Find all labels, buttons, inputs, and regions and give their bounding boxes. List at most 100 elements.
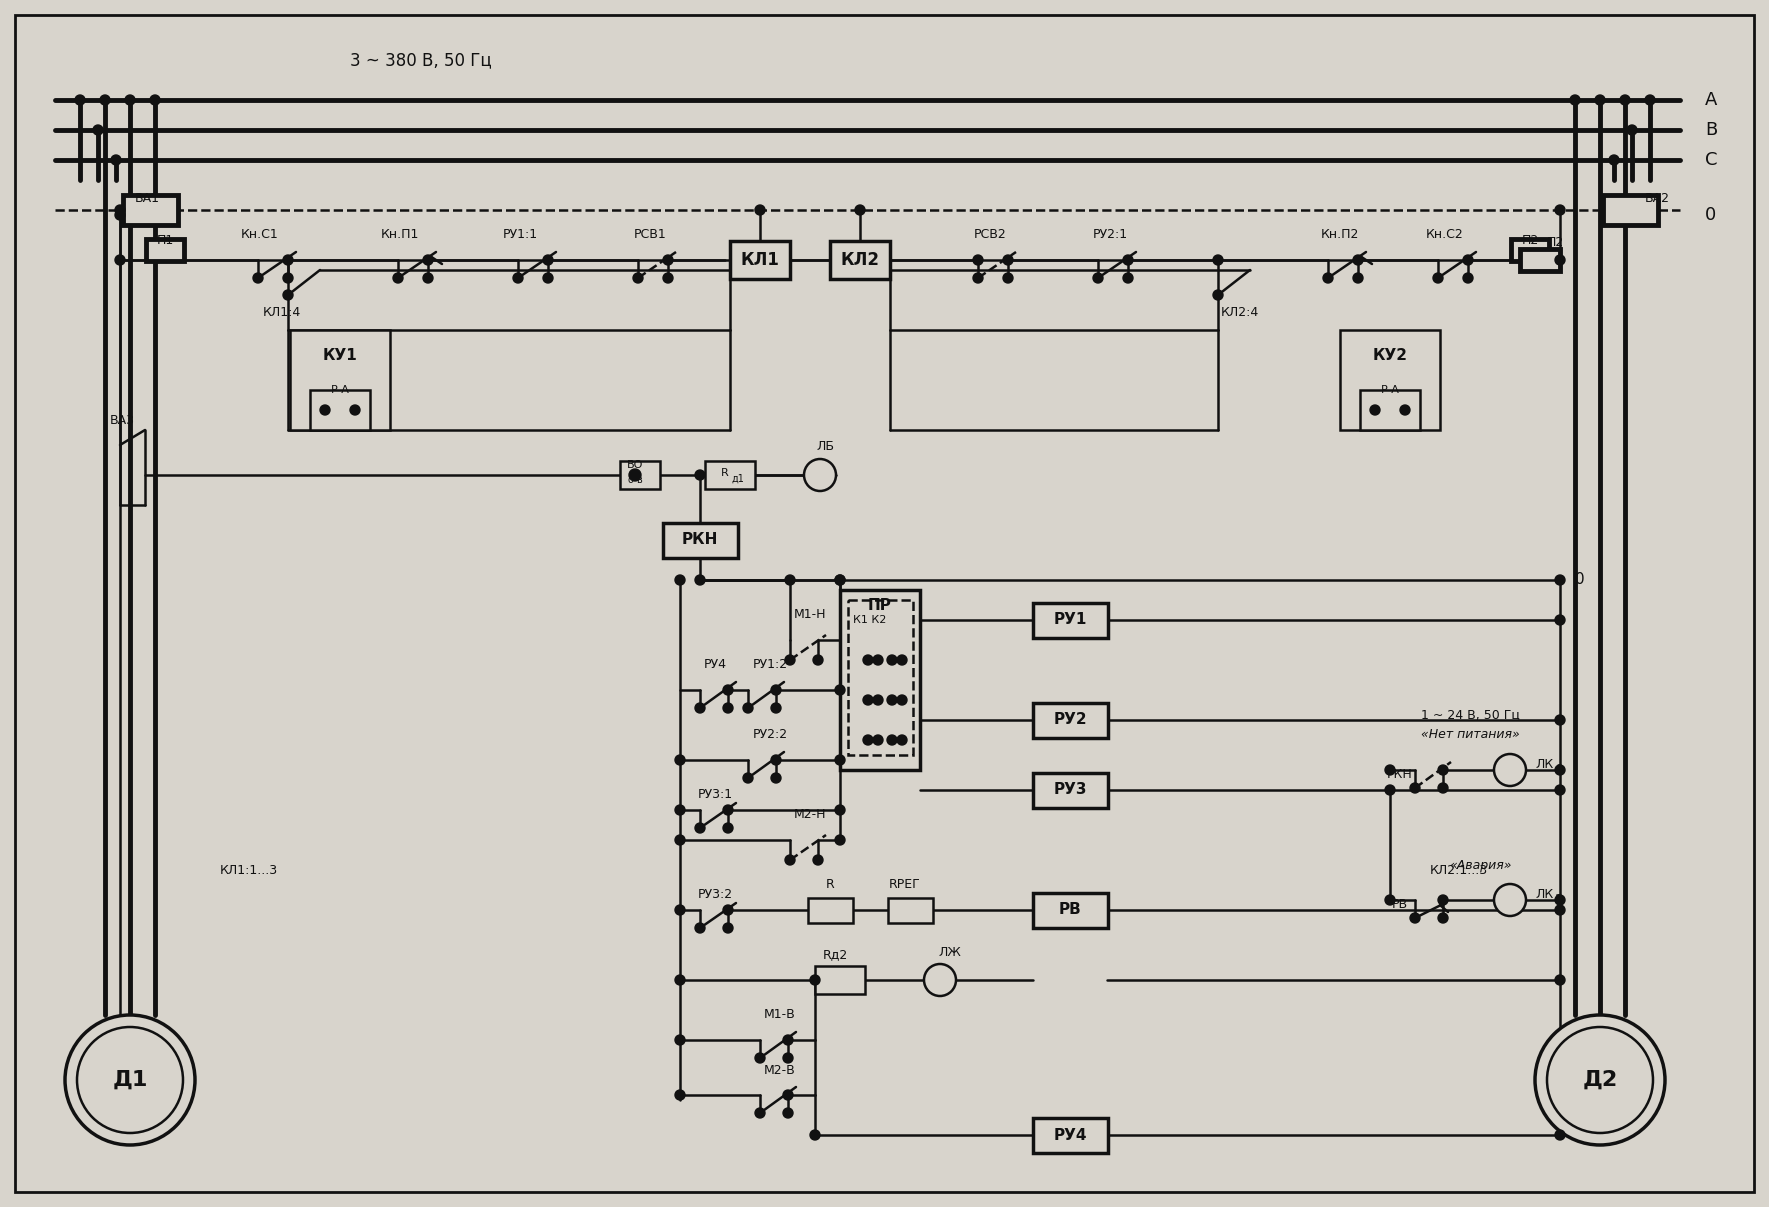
Text: 1: 1 (1555, 763, 1564, 777)
Text: ЛЖ: ЛЖ (939, 945, 961, 958)
Circle shape (1323, 273, 1334, 282)
Text: R: R (826, 879, 835, 892)
Circle shape (253, 273, 264, 282)
Circle shape (1463, 273, 1474, 282)
Circle shape (1385, 765, 1396, 775)
Text: R: R (722, 468, 729, 478)
Circle shape (835, 575, 846, 585)
Bar (888, 898, 932, 922)
Text: КУ1: КУ1 (322, 348, 357, 362)
Circle shape (1555, 715, 1566, 725)
Circle shape (897, 695, 907, 705)
Text: Р А: Р А (331, 385, 348, 395)
Circle shape (1433, 273, 1444, 282)
Text: РУ2:2: РУ2:2 (752, 729, 787, 741)
Circle shape (835, 756, 846, 765)
Bar (1360, 390, 1421, 430)
Text: Д1: Д1 (111, 1069, 147, 1090)
Text: 1 ~ 24 В, 50 Гц: 1 ~ 24 В, 50 Гц (1421, 709, 1520, 722)
Circle shape (973, 255, 984, 266)
Circle shape (771, 772, 780, 783)
Circle shape (724, 702, 732, 713)
Text: М1-Н: М1-Н (794, 608, 826, 622)
Circle shape (350, 406, 361, 415)
Text: РУ1: РУ1 (1053, 612, 1086, 628)
Circle shape (755, 205, 764, 215)
Bar (1033, 772, 1107, 807)
Bar (1033, 892, 1107, 927)
Circle shape (676, 975, 685, 985)
Circle shape (1214, 255, 1222, 266)
Circle shape (423, 255, 433, 266)
Bar (830, 241, 890, 279)
Circle shape (1555, 765, 1566, 775)
Circle shape (886, 735, 897, 745)
Circle shape (676, 1034, 685, 1045)
Bar (807, 898, 853, 922)
Bar (731, 241, 791, 279)
Circle shape (676, 575, 685, 585)
Text: «Авария»: «Авария» (1449, 858, 1511, 871)
Circle shape (724, 923, 732, 933)
Circle shape (886, 695, 897, 705)
Bar (840, 590, 920, 770)
Text: 2: 2 (1555, 893, 1564, 906)
Circle shape (784, 1034, 793, 1045)
Text: РУ1:2: РУ1:2 (752, 659, 787, 671)
Circle shape (676, 805, 685, 815)
Bar (706, 461, 755, 489)
Text: Кн.С1: Кн.С1 (241, 228, 280, 241)
Text: ВА3: ВА3 (110, 414, 134, 426)
Circle shape (835, 835, 846, 845)
Text: РУ2: РУ2 (1053, 712, 1086, 728)
Circle shape (872, 735, 883, 745)
Text: Р А: Р А (1382, 385, 1399, 395)
Text: ВО: ВО (626, 460, 644, 470)
Bar (310, 390, 370, 430)
Circle shape (513, 273, 524, 282)
Circle shape (115, 255, 126, 266)
Text: РУ4: РУ4 (1053, 1127, 1086, 1143)
Text: П2: П2 (1521, 233, 1539, 246)
Circle shape (283, 290, 294, 301)
Circle shape (676, 756, 685, 765)
Text: RРЕГ: RРЕГ (890, 879, 922, 892)
Bar (847, 600, 913, 756)
Circle shape (1369, 406, 1380, 415)
Circle shape (803, 459, 837, 491)
Circle shape (872, 695, 883, 705)
Text: РУ1:1: РУ1:1 (502, 228, 538, 241)
Text: Кн.С2: Кн.С2 (1426, 228, 1465, 241)
Circle shape (1596, 95, 1604, 105)
Circle shape (863, 695, 872, 705)
Circle shape (1555, 905, 1566, 915)
Text: РКН: РКН (1387, 769, 1413, 781)
Circle shape (785, 855, 794, 865)
Circle shape (393, 273, 403, 282)
Circle shape (724, 805, 732, 815)
Circle shape (543, 273, 554, 282)
Bar (122, 196, 177, 225)
Bar (1033, 602, 1107, 637)
Text: 0: 0 (1574, 572, 1585, 588)
Text: д1: д1 (732, 474, 745, 484)
Circle shape (663, 273, 672, 282)
Text: КУ2: КУ2 (1373, 348, 1408, 362)
Circle shape (695, 923, 706, 933)
Circle shape (94, 126, 103, 135)
Circle shape (1353, 273, 1362, 282)
Circle shape (423, 273, 433, 282)
Text: РКН: РКН (681, 532, 718, 548)
Circle shape (695, 823, 706, 833)
Bar (147, 239, 184, 261)
Text: ЛК: ЛК (1535, 758, 1553, 771)
Circle shape (872, 655, 883, 665)
Circle shape (771, 756, 780, 765)
Circle shape (835, 686, 846, 695)
Circle shape (126, 95, 134, 105)
Circle shape (1548, 1027, 1652, 1133)
Bar (1339, 330, 1440, 430)
Text: М1-В: М1-В (764, 1009, 796, 1021)
Circle shape (724, 686, 732, 695)
Circle shape (810, 975, 821, 985)
